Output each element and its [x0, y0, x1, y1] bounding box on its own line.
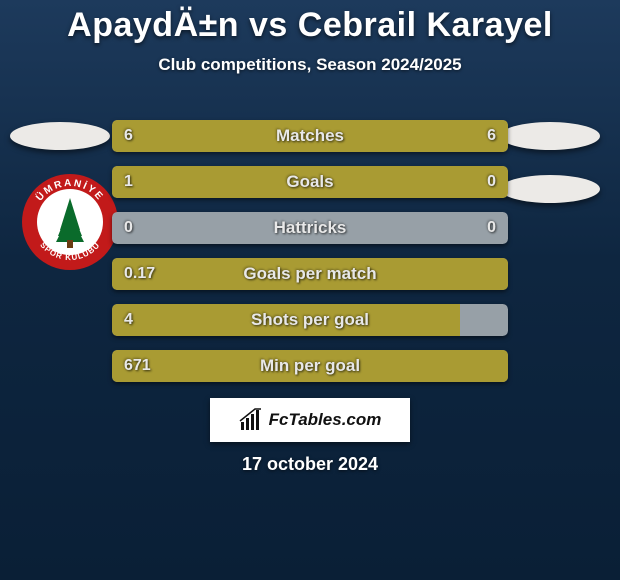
bar-label: Goals per match [112, 258, 508, 290]
watermark-text: FcTables.com [269, 410, 382, 430]
player-photo-placeholder-right-2 [500, 175, 600, 203]
bar-label: Matches [112, 120, 508, 152]
club-logo: ÜMRANİYE SPOR KULÜBÜ [20, 172, 120, 272]
player-photo-placeholder-left-1 [10, 122, 110, 150]
infographic-root: ApaydÄ±n vs Cebrail Karayel Club competi… [0, 0, 620, 580]
stat-bar: 4Shots per goal [112, 304, 508, 336]
bar-label: Goals [112, 166, 508, 198]
chart-icon [239, 408, 263, 432]
tree-trunk-icon [67, 240, 73, 248]
watermark: FcTables.com [210, 398, 410, 442]
bar-label: Min per goal [112, 350, 508, 382]
player-photo-placeholder-right-1 [500, 122, 600, 150]
date-label: 17 october 2024 [0, 454, 620, 475]
page-title: ApaydÄ±n vs Cebrail Karayel [0, 0, 620, 45]
stat-bar: 10Goals [112, 166, 508, 198]
bar-label: Shots per goal [112, 304, 508, 336]
stat-bar: 66Matches [112, 120, 508, 152]
stat-bar: 671Min per goal [112, 350, 508, 382]
stat-bar: 00Hattricks [112, 212, 508, 244]
bar-label: Hattricks [112, 212, 508, 244]
comparison-bars: 66Matches 10Goals 00Hattricks 0.17Goals per… [112, 120, 508, 396]
stat-bar: 0.17Goals per match [112, 258, 508, 290]
page-subtitle: Club competitions, Season 2024/2025 [0, 55, 620, 75]
